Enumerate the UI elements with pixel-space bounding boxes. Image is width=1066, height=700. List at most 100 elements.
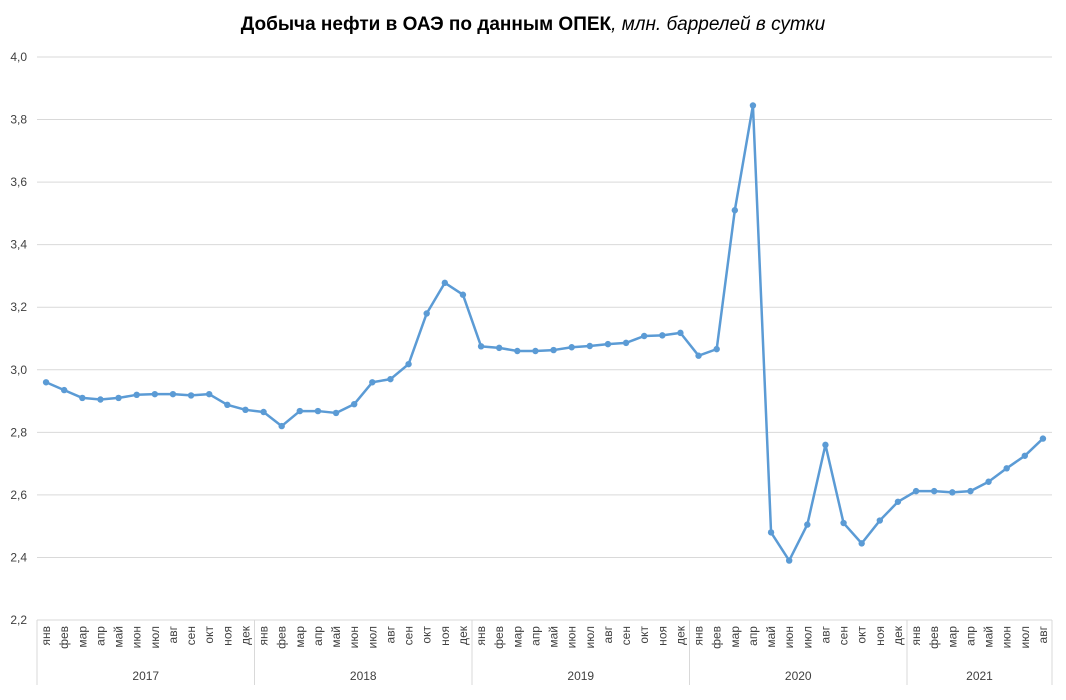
x-tick-label: июл (800, 626, 814, 648)
data-point (42, 379, 50, 386)
y-tick-label: 3,2 (10, 300, 27, 314)
data-point (695, 352, 702, 359)
x-tick-label: мар (510, 626, 524, 648)
data-point (876, 517, 884, 524)
x-tick-label: июн (782, 626, 796, 648)
x-tick-label: фев (57, 626, 71, 649)
x-tick-label: июн (347, 626, 361, 648)
data-point (459, 291, 467, 298)
y-tick-label: 2,6 (10, 488, 27, 502)
data-point (840, 519, 847, 527)
x-tick-label: апр (963, 626, 977, 646)
x-tick-label: мар (728, 626, 742, 648)
y-tick-label: 4,0 (10, 50, 27, 64)
data-point (133, 391, 140, 398)
year-label: 2020 (785, 669, 812, 683)
data-point (260, 408, 267, 416)
data-point (749, 102, 757, 109)
x-tick-label: янв (692, 626, 706, 646)
x-tick-label: июн (565, 626, 579, 648)
data-point (278, 422, 285, 430)
data-point (187, 392, 195, 399)
title-main: Добыча нефти в ОАЭ по данным ОПЕК (241, 14, 612, 35)
x-tick-label: янв (39, 626, 53, 646)
y-tick-label: 3,8 (10, 113, 27, 127)
data-point (423, 310, 430, 317)
data-point (405, 360, 412, 368)
data-point (822, 441, 829, 449)
y-tick-label: 2,4 (10, 550, 27, 564)
x-tick-label: фев (492, 626, 506, 649)
chart-title: Добыча нефти в ОАЭ по данным ОПЕК, млн. … (241, 14, 826, 35)
x-tick-label: дек (673, 625, 687, 645)
data-point (586, 342, 594, 350)
data-point (1021, 452, 1029, 459)
data-point (731, 207, 739, 214)
x-tick-label: фев (275, 626, 289, 649)
x-tick-label: апр (528, 626, 542, 646)
data-point (514, 347, 521, 355)
x-tick-label: июн (1000, 626, 1014, 648)
x-tick-label: июл (148, 626, 162, 648)
x-tick-label: авг (601, 625, 615, 643)
data-point (477, 343, 485, 350)
x-tick-label: ноя (873, 626, 887, 646)
x-tick-label: май (547, 626, 561, 648)
y-tick-label: 3,6 (10, 175, 27, 189)
x-tick-label: май (764, 626, 778, 648)
y-tick-label: 2,2 (10, 613, 27, 627)
data-point (205, 390, 213, 398)
data-point (767, 529, 775, 536)
x-tick-label: янв (474, 626, 488, 646)
data-point (804, 521, 811, 528)
x-tick-label: ноя (655, 626, 669, 646)
x-tick-label: авг (818, 625, 832, 643)
x-tick-label: фев (927, 626, 941, 649)
y-tick-label: 3,4 (10, 238, 27, 252)
x-tick-label: июн (130, 626, 144, 648)
year-label: 2018 (350, 669, 377, 683)
data-point (314, 407, 322, 415)
data-point (713, 345, 720, 353)
data-point (151, 390, 159, 398)
x-tick-label: авг (166, 625, 180, 643)
x-tick-label: май (112, 626, 126, 648)
x-tick-label: мар (945, 626, 959, 648)
data-point (894, 498, 902, 505)
x-tick-label: сен (619, 626, 633, 645)
data-point (296, 407, 304, 415)
x-tick-label: май (329, 626, 343, 648)
data-point (550, 346, 557, 354)
x-tick-label: дек (891, 625, 905, 645)
x-tick-label: авг (1036, 625, 1050, 643)
data-point (1003, 465, 1010, 472)
x-tick-label: сен (184, 626, 198, 645)
data-point (677, 329, 684, 337)
y-tick-label: 2,8 (10, 425, 27, 439)
x-tick-label: май (982, 626, 996, 648)
data-point (169, 390, 177, 398)
data-point (387, 375, 394, 383)
x-tick-label: окт (420, 626, 434, 644)
x-tick-label: дек (238, 625, 252, 645)
data-point (495, 344, 503, 352)
data-point (912, 487, 920, 495)
x-tick-label: апр (311, 626, 325, 646)
data-point (369, 379, 376, 386)
year-label: 2019 (567, 669, 594, 683)
data-point (441, 279, 449, 287)
x-tick-label: янв (909, 626, 923, 646)
data-point (350, 400, 358, 408)
data-point (640, 332, 648, 340)
x-tick-label: авг (383, 625, 397, 643)
x-tick-label: мар (75, 626, 89, 648)
x-tick-label: сен (402, 626, 416, 645)
x-tick-label: июл (583, 626, 597, 648)
data-point (785, 557, 793, 564)
data-point (930, 487, 938, 495)
data-point (604, 340, 612, 348)
x-tick-label: окт (637, 626, 651, 644)
x-tick-label: фев (710, 626, 724, 649)
y-tick-label: 3,0 (10, 363, 27, 377)
data-point (60, 386, 68, 394)
